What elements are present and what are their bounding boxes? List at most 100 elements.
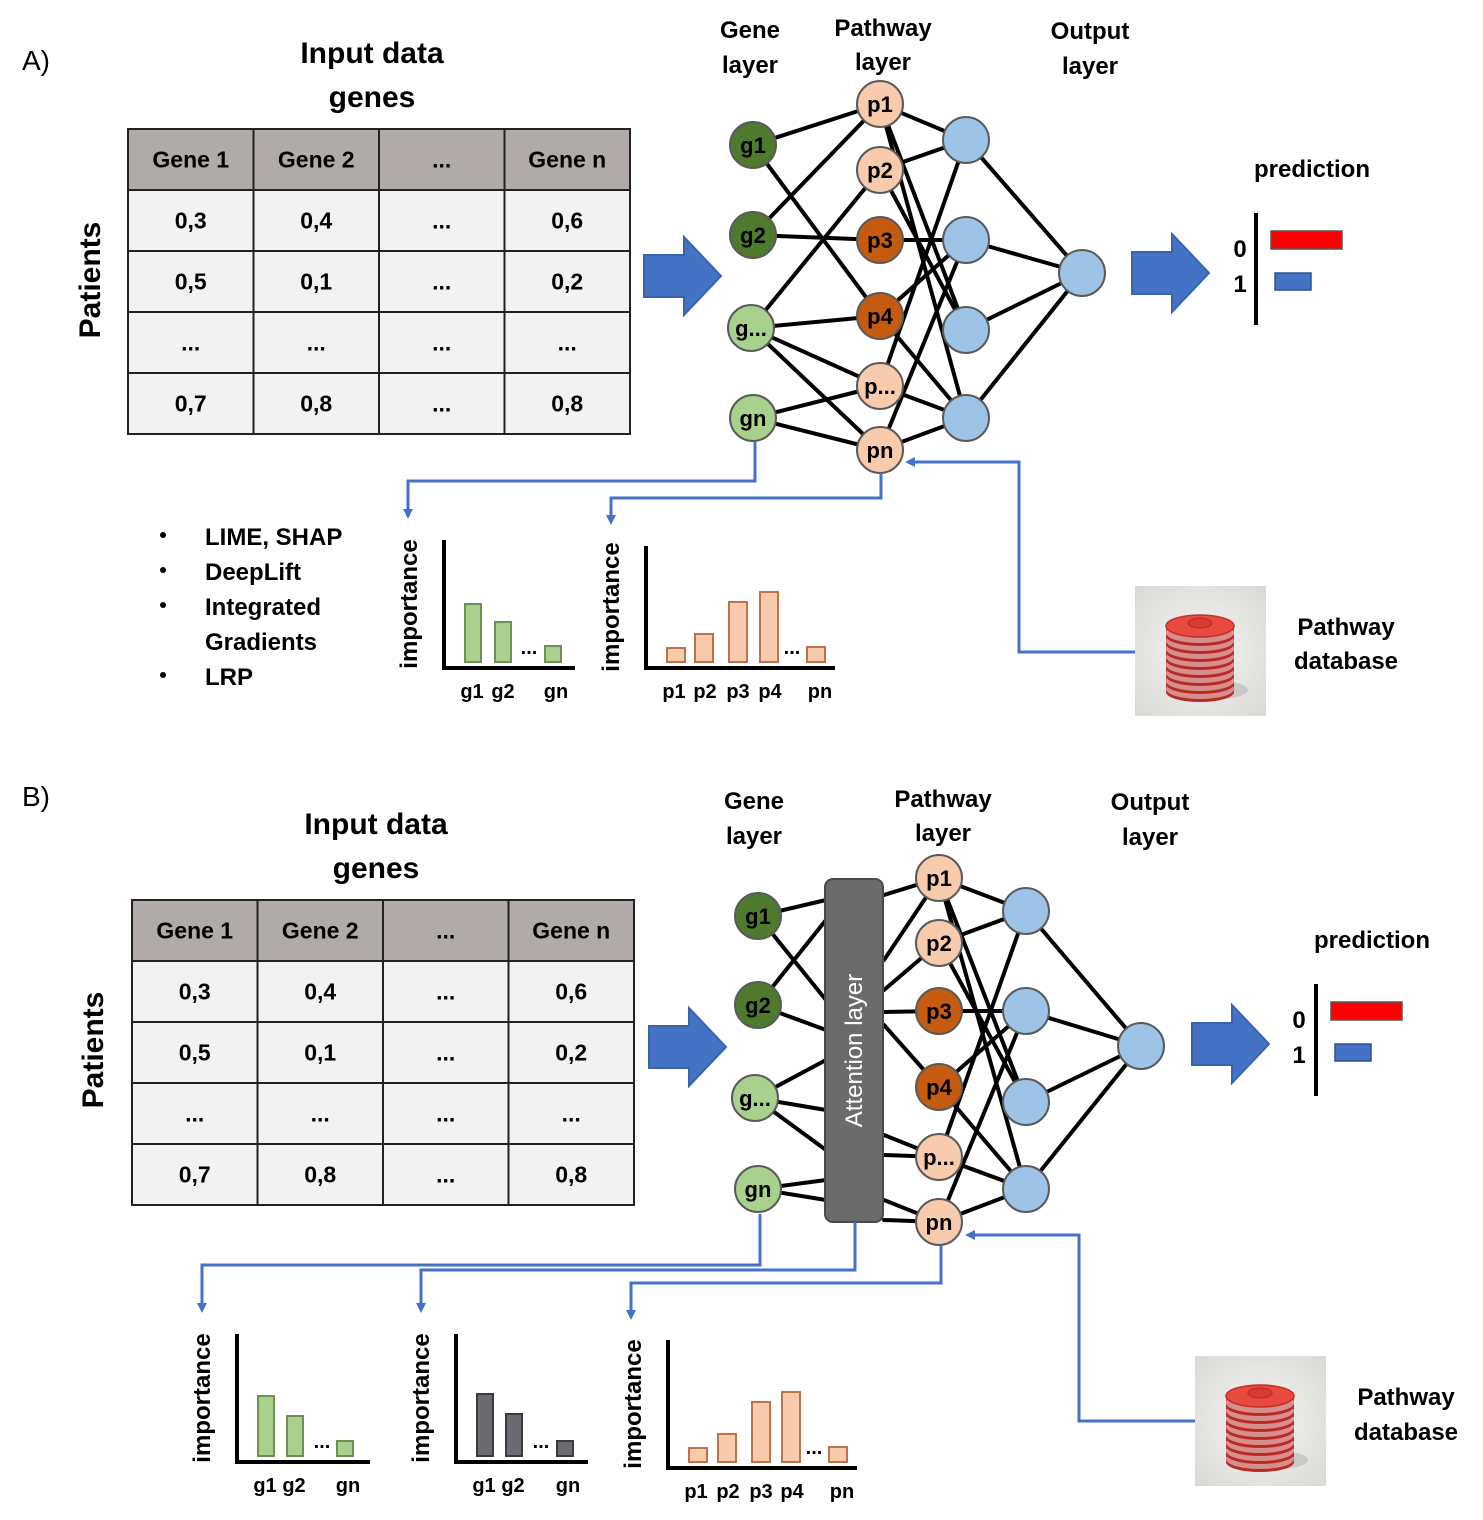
output-layer-label-line1: Output bbox=[1111, 789, 1190, 816]
gene-node bbox=[734, 981, 782, 1029]
pathway-node-label: p... bbox=[923, 1145, 955, 1170]
output-node bbox=[1058, 249, 1106, 297]
table-cell-text: ... bbox=[436, 979, 455, 1005]
connection-line bbox=[1024, 909, 1143, 1048]
table-header-text: Gene n bbox=[528, 147, 606, 173]
gene-importance-connector bbox=[403, 442, 757, 519]
table-cell bbox=[252, 311, 380, 374]
importance-bar bbox=[556, 1440, 574, 1457]
chart-axes bbox=[454, 1334, 588, 1464]
table-cell-text: 0,8 bbox=[551, 391, 583, 417]
gene-node bbox=[729, 394, 777, 442]
database-connector bbox=[905, 457, 1135, 654]
chart-tick-label: p4 bbox=[758, 681, 782, 703]
chart-tick-label: p1 bbox=[684, 1481, 707, 1503]
table-header-text: Gene 1 bbox=[152, 147, 229, 173]
connection-line bbox=[749, 168, 882, 330]
prediction-bar-0 bbox=[1270, 230, 1343, 250]
explanation-methods-list: LIME, SHAP DeepLift Integrated Gradients… bbox=[160, 524, 342, 691]
table-cell-text: 0,1 bbox=[304, 1040, 336, 1066]
table-cell bbox=[256, 1082, 384, 1145]
gene-node-label: gn bbox=[740, 406, 767, 431]
pathway-database bbox=[1195, 1356, 1326, 1486]
pathway-node-label: pn bbox=[867, 438, 894, 463]
pathway-node-label: p... bbox=[864, 374, 896, 399]
chart-tick-label: g2 bbox=[491, 681, 514, 703]
importance-bar bbox=[759, 591, 779, 663]
ellipsis-mark: ... bbox=[521, 637, 538, 659]
method-item: Integrated bbox=[205, 594, 321, 621]
hidden-node bbox=[942, 394, 990, 442]
database-connector bbox=[965, 1230, 1195, 1423]
table-cell bbox=[503, 250, 631, 313]
chart-tick-label: p2 bbox=[716, 1481, 739, 1503]
patients-label: Patients bbox=[74, 222, 107, 339]
gene-layer-label-line1: Gene bbox=[720, 17, 780, 44]
panel-b-label: B) bbox=[22, 781, 50, 812]
table-header-text: Gene 1 bbox=[156, 918, 233, 944]
pathway-node-label: p1 bbox=[926, 866, 952, 891]
table-cell bbox=[252, 372, 380, 435]
connection-line bbox=[964, 271, 1084, 420]
pathway-node bbox=[915, 1133, 963, 1181]
table-cell-text: 0,3 bbox=[179, 979, 211, 1005]
output-layer-label-line1: Output bbox=[1051, 18, 1130, 45]
neural-network-with-attention: Attention layer g1 g2 g... gn p1 p2 p3 p4 p... pn bbox=[731, 854, 1165, 1246]
table-cell-text: 0,3 bbox=[175, 208, 207, 234]
connection-line bbox=[878, 138, 968, 388]
table-cell-text: 0,4 bbox=[304, 979, 336, 1005]
table-header-cell bbox=[507, 899, 635, 962]
table-cell-text: 0,5 bbox=[179, 1040, 211, 1066]
table-cell-text: 0,8 bbox=[304, 1162, 336, 1188]
importance-bar bbox=[286, 1415, 304, 1457]
table-cell bbox=[252, 250, 380, 313]
chart-tick-label: gn bbox=[544, 681, 568, 703]
patients-label: Patients bbox=[77, 992, 110, 1109]
chart-tick-label: g1 bbox=[460, 681, 483, 703]
gene-node bbox=[729, 121, 777, 169]
pathway-node bbox=[915, 987, 963, 1035]
pathway-node-label: p4 bbox=[926, 1075, 952, 1100]
importance-bar bbox=[728, 601, 748, 663]
pathway-node bbox=[915, 919, 963, 967]
table-cell-text: ... bbox=[558, 330, 577, 356]
importance-bar bbox=[666, 647, 686, 663]
importance-axis-label: importance bbox=[396, 539, 423, 668]
importance-bar bbox=[336, 1440, 354, 1457]
prediction-label: prediction bbox=[1314, 927, 1430, 954]
attention-importance-chart: importance ... g1 g2 gn bbox=[408, 1333, 588, 1497]
importance-bar bbox=[505, 1413, 523, 1457]
gene-node-label: g... bbox=[735, 316, 767, 341]
table-header-cell bbox=[256, 899, 384, 962]
table-cell bbox=[256, 1021, 384, 1084]
importance-bar bbox=[828, 1446, 848, 1463]
input-title-line1: Input data bbox=[304, 808, 448, 841]
pathway-node-label: pn bbox=[926, 1210, 953, 1235]
chart-axes bbox=[442, 540, 575, 670]
method-item-continued: Gradients bbox=[205, 629, 317, 656]
table-cell bbox=[252, 189, 380, 252]
importance-axis-label: importance bbox=[598, 542, 625, 671]
input-title-line2: genes bbox=[329, 81, 416, 114]
gene-node bbox=[734, 892, 782, 940]
chart-tick-label: gn bbox=[556, 1475, 580, 1497]
db-label-line1: Pathway bbox=[1357, 1384, 1455, 1411]
connection-line bbox=[1024, 1044, 1143, 1191]
importance-axis-label: importance bbox=[408, 1333, 435, 1462]
bullet bbox=[160, 672, 166, 678]
chart-tick-label: p2 bbox=[693, 681, 716, 703]
db-label-line1: Pathway bbox=[1297, 614, 1395, 641]
chart-tick-label: p3 bbox=[749, 1481, 772, 1503]
table-cell bbox=[131, 1021, 259, 1084]
importance-bar bbox=[257, 1395, 275, 1457]
pathway-node bbox=[915, 1198, 963, 1246]
prediction-arrow bbox=[1191, 1002, 1271, 1086]
connection-line bbox=[937, 876, 1028, 1104]
gene-node-label: g... bbox=[739, 1086, 771, 1111]
importance-axis-label: importance bbox=[620, 1339, 647, 1468]
table-cell-text: ... bbox=[436, 1040, 455, 1066]
hidden-node bbox=[1002, 1165, 1050, 1213]
table-cell-text: ... bbox=[562, 1101, 581, 1127]
bullet bbox=[160, 567, 166, 573]
chart-axes bbox=[235, 1334, 370, 1464]
